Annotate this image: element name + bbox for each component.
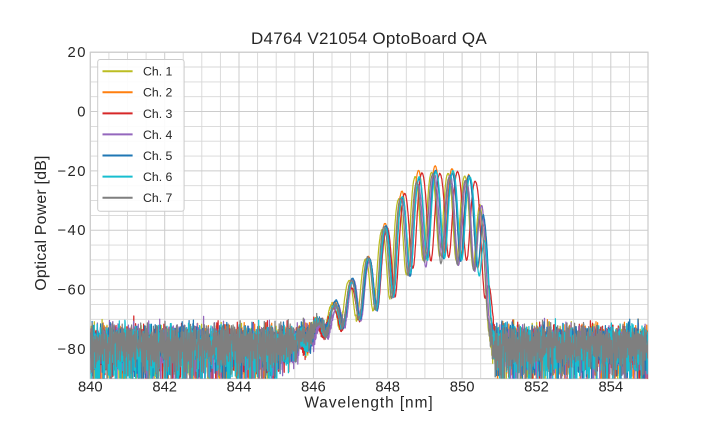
svg-text:854: 854 xyxy=(598,380,623,396)
svg-text:0: 0 xyxy=(77,104,87,120)
svg-text:Ch. 6: Ch. 6 xyxy=(143,170,173,184)
svg-text:848: 848 xyxy=(375,380,400,396)
svg-text:20: 20 xyxy=(68,45,87,61)
svg-text:Ch. 1: Ch. 1 xyxy=(143,65,173,79)
svg-text:Optical Power [dB]: Optical Power [dB] xyxy=(33,155,50,290)
svg-text:Wavelength [nm]: Wavelength [nm] xyxy=(304,395,433,412)
svg-text:852: 852 xyxy=(524,380,549,396)
svg-text:Ch. 2: Ch. 2 xyxy=(143,86,173,100)
svg-text:846: 846 xyxy=(301,380,326,396)
svg-text:Ch. 7: Ch. 7 xyxy=(143,191,173,205)
svg-text:−60: −60 xyxy=(57,283,87,299)
svg-text:840: 840 xyxy=(78,380,103,396)
svg-text:Ch. 3: Ch. 3 xyxy=(143,107,173,121)
svg-text:842: 842 xyxy=(152,380,177,396)
svg-text:−40: −40 xyxy=(57,223,87,239)
svg-text:−20: −20 xyxy=(57,164,87,180)
svg-text:Ch. 4: Ch. 4 xyxy=(143,128,173,142)
svg-text:D4764 V21054 OptoBoard QA: D4764 V21054 OptoBoard QA xyxy=(251,29,487,48)
svg-text:Ch. 5: Ch. 5 xyxy=(143,149,173,163)
svg-text:850: 850 xyxy=(450,380,475,396)
svg-text:−80: −80 xyxy=(57,342,87,358)
svg-text:844: 844 xyxy=(227,380,252,396)
